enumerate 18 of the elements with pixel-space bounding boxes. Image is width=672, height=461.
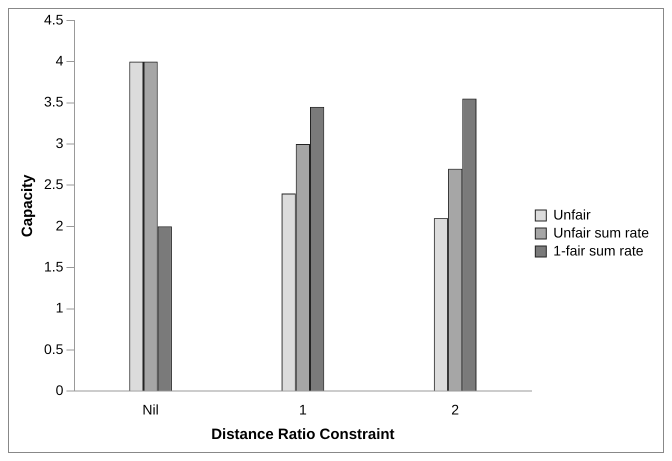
legend-label: Unfair sum rate xyxy=(553,224,650,240)
y-tick-label: 1.5 xyxy=(44,258,64,274)
x-tick-label: Nil xyxy=(142,401,159,418)
y-tick-label: 2.5 xyxy=(44,176,64,192)
x-axis-title: Distance Ratio Constraint xyxy=(211,426,395,444)
y-tick-label: 1 xyxy=(56,300,64,316)
y-tick-label: 3.5 xyxy=(44,94,64,110)
y-tick-label: 0 xyxy=(56,382,64,398)
x-tick-label: 1 xyxy=(298,401,307,418)
legend-label: Unfair xyxy=(553,206,591,222)
y-tick-label: 4.5 xyxy=(44,11,64,28)
legend-label: 1-fair sum rate xyxy=(553,242,644,258)
y-tick-label: 4 xyxy=(56,52,64,68)
y-tick-label: 0.5 xyxy=(44,340,64,357)
x-tick-label: 2 xyxy=(451,401,460,418)
y-tick-label: 3 xyxy=(56,134,64,151)
y-tick-label: 2 xyxy=(56,217,64,234)
y-axis-title: Capacity xyxy=(19,174,36,238)
